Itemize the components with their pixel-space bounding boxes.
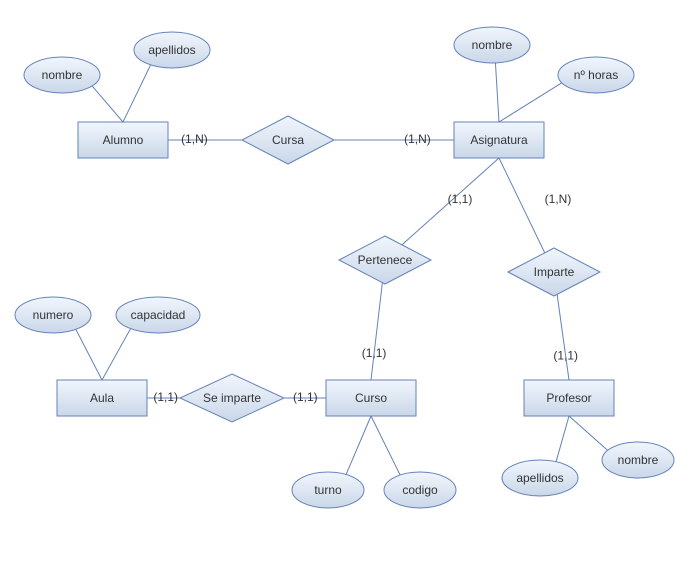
edge [371, 416, 400, 475]
edge [556, 416, 569, 462]
cardinality-label: (1,1) [553, 348, 578, 362]
entity-label: Aula [90, 391, 114, 405]
attribute-label: nombre [618, 453, 659, 467]
er-diagram: (1,N) (1,N) (1,1) (1,1) (1,N) (1,1) (1,1) (1,1)… [0, 0, 693, 561]
entity-label: Curso [355, 391, 387, 405]
edge [569, 416, 608, 450]
edge [92, 86, 123, 122]
attribute-label: nombre [472, 38, 513, 52]
cardinality-label: (1,1) [293, 390, 318, 404]
edge [499, 83, 562, 122]
attribute-label: turno [314, 483, 342, 497]
edge [495, 63, 499, 122]
relationship-label: Cursa [272, 133, 304, 147]
attribute-label: apellidos [516, 471, 563, 485]
cardinality-label: (1,N) [404, 132, 431, 146]
attribute-label: capacidad [131, 308, 186, 322]
attribute-label: numero [33, 308, 74, 322]
relationship-label: Pertenece [358, 253, 413, 267]
edge [102, 329, 131, 380]
cardinality-label: (1,1) [362, 346, 387, 360]
edge [76, 329, 102, 380]
attribute-label: codigo [402, 483, 438, 497]
attribute-label: apellidos [148, 43, 195, 57]
edge [123, 65, 151, 122]
cardinality-label: (1,1) [153, 390, 178, 404]
attribute-label: nº horas [574, 68, 618, 82]
cardinality-label: (1,N) [181, 132, 208, 146]
relationship-label: Imparte [534, 265, 575, 279]
entity-label: Profesor [546, 391, 591, 405]
relationship-label: Se imparte [203, 391, 261, 405]
attribute-label: nombre [42, 68, 83, 82]
entity-label: Asignatura [470, 133, 528, 147]
entity-label: Alumno [103, 133, 144, 147]
cardinality-label: (1,1) [448, 192, 473, 206]
edge [346, 416, 371, 474]
cardinality-label: (1,N) [545, 192, 572, 206]
